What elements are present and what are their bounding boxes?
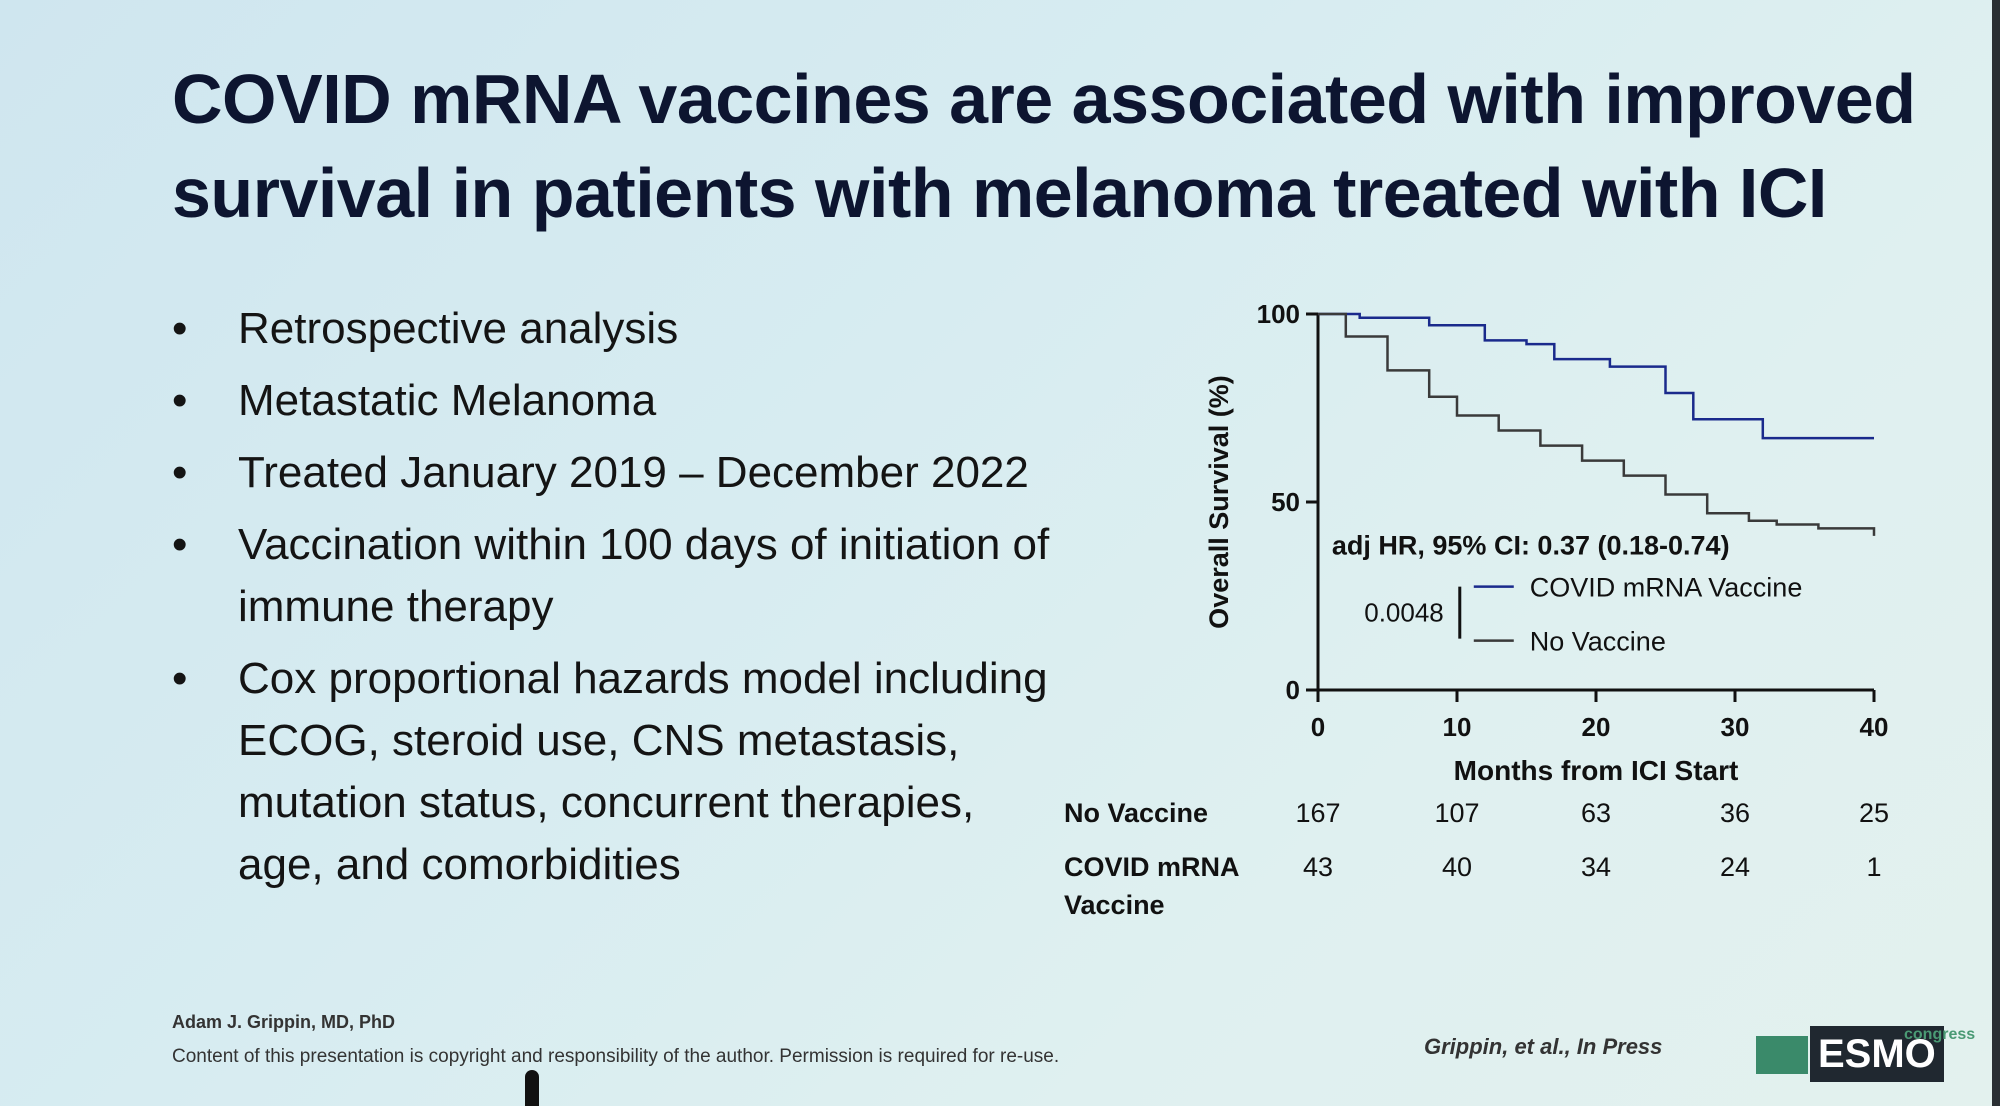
footer-copyright: Content of this presentation is copyrigh… [172, 1046, 1060, 1067]
bullet-marker: • [172, 520, 188, 569]
x-tick-label: 10 [1443, 712, 1472, 742]
legend-label-no-vaccine: No Vaccine [1530, 627, 1666, 657]
bullet-text: Cox proportional hazards model including… [238, 654, 1048, 889]
title-line-1: COVID mRNA vaccines are associated with … [172, 60, 1916, 138]
bullet-text: Vaccination within 100 days of initiatio… [238, 520, 1050, 631]
bullet-text: Metastatic Melanoma [238, 376, 657, 425]
risk-table-value: 43 [1303, 852, 1333, 882]
y-tick-label: 0 [1286, 675, 1300, 705]
kaplan-meier-chart: 0 50 100 0 10 20 30 40 Months from ICI Start Over… [1064, 299, 1889, 920]
bullet-marker: • [172, 654, 188, 703]
no-vaccine-survival-curve [1318, 312, 1876, 536]
hazard-ratio-annotation: adj HR, 95% CI: 0.37 (0.18-0.74) [1332, 531, 1730, 561]
y-tick-label: 100 [1257, 299, 1300, 329]
legend-label-vaccine: COVID mRNA Vaccine [1530, 573, 1803, 603]
risk-row-label: No Vaccine [1064, 798, 1208, 828]
logo-superscript: congress [1904, 1026, 1976, 1043]
x-tick-label: 0 [1311, 712, 1325, 742]
footer-author: Adam J. Grippin, MD, PhD [172, 1012, 396, 1032]
risk-row-label-line-2: Vaccine [1064, 890, 1165, 920]
bullet-text: Treated January 2019 – December 2022 [238, 448, 1029, 497]
x-axis-label: Months from ICI Start [1454, 755, 1739, 786]
risk-table-value: 24 [1720, 852, 1750, 882]
bullet-marker: • [172, 304, 188, 353]
risk-table-value: 36 [1720, 798, 1750, 828]
bullet-item: • Cox proportional hazards model includin… [172, 648, 1052, 896]
risk-table-value: 107 [1434, 798, 1479, 828]
bullet-marker: • [172, 448, 188, 497]
footer-citation: Grippin, et al., In Press [1424, 1034, 1663, 1059]
slide-title: COVID mRNA vaccines are associated with … [172, 52, 1916, 240]
x-tick-label: 40 [1860, 712, 1889, 742]
risk-table-value: 40 [1442, 852, 1472, 882]
risk-table-value: 25 [1859, 798, 1889, 828]
x-tick-label: 20 [1582, 712, 1611, 742]
y-tick-label: 50 [1271, 487, 1300, 517]
y-axis-label: Overall Survival (%) [1204, 375, 1234, 629]
bullet-list: • Retrospective analysis • Metastatic Mela… [172, 298, 1052, 906]
screen-edge [1992, 0, 2000, 1106]
bullet-text: Retrospective analysis [238, 304, 679, 353]
bullet-item: • Treated January 2019 – December 2022 [172, 442, 1052, 504]
risk-table-value: 1 [1866, 852, 1881, 882]
bullet-item: • Metastatic Melanoma [172, 370, 1052, 432]
bullet-marker: • [172, 376, 188, 425]
bullet-item: • Vaccination within 100 days of initiati… [172, 514, 1052, 638]
x-tick-label: 30 [1721, 712, 1750, 742]
vaccine-survival-curve [1318, 312, 1874, 440]
p-value-label: 0.0048 [1364, 598, 1444, 628]
risk-table-value: 63 [1581, 798, 1611, 828]
esmo-logo: ESMO congress [1756, 1026, 1975, 1082]
risk-row-label-line-1: COVID mRNA [1064, 852, 1240, 882]
title-line-2: survival in patients with melanoma treat… [172, 154, 1827, 232]
microphone-silhouette [525, 1070, 539, 1106]
risk-table-value: 34 [1581, 852, 1611, 882]
logo-wordmark: ESMO [1810, 1026, 1944, 1082]
logo-badge [1756, 1036, 1808, 1074]
bullet-item: • Retrospective analysis [172, 298, 1052, 360]
risk-table-value: 167 [1295, 798, 1340, 828]
